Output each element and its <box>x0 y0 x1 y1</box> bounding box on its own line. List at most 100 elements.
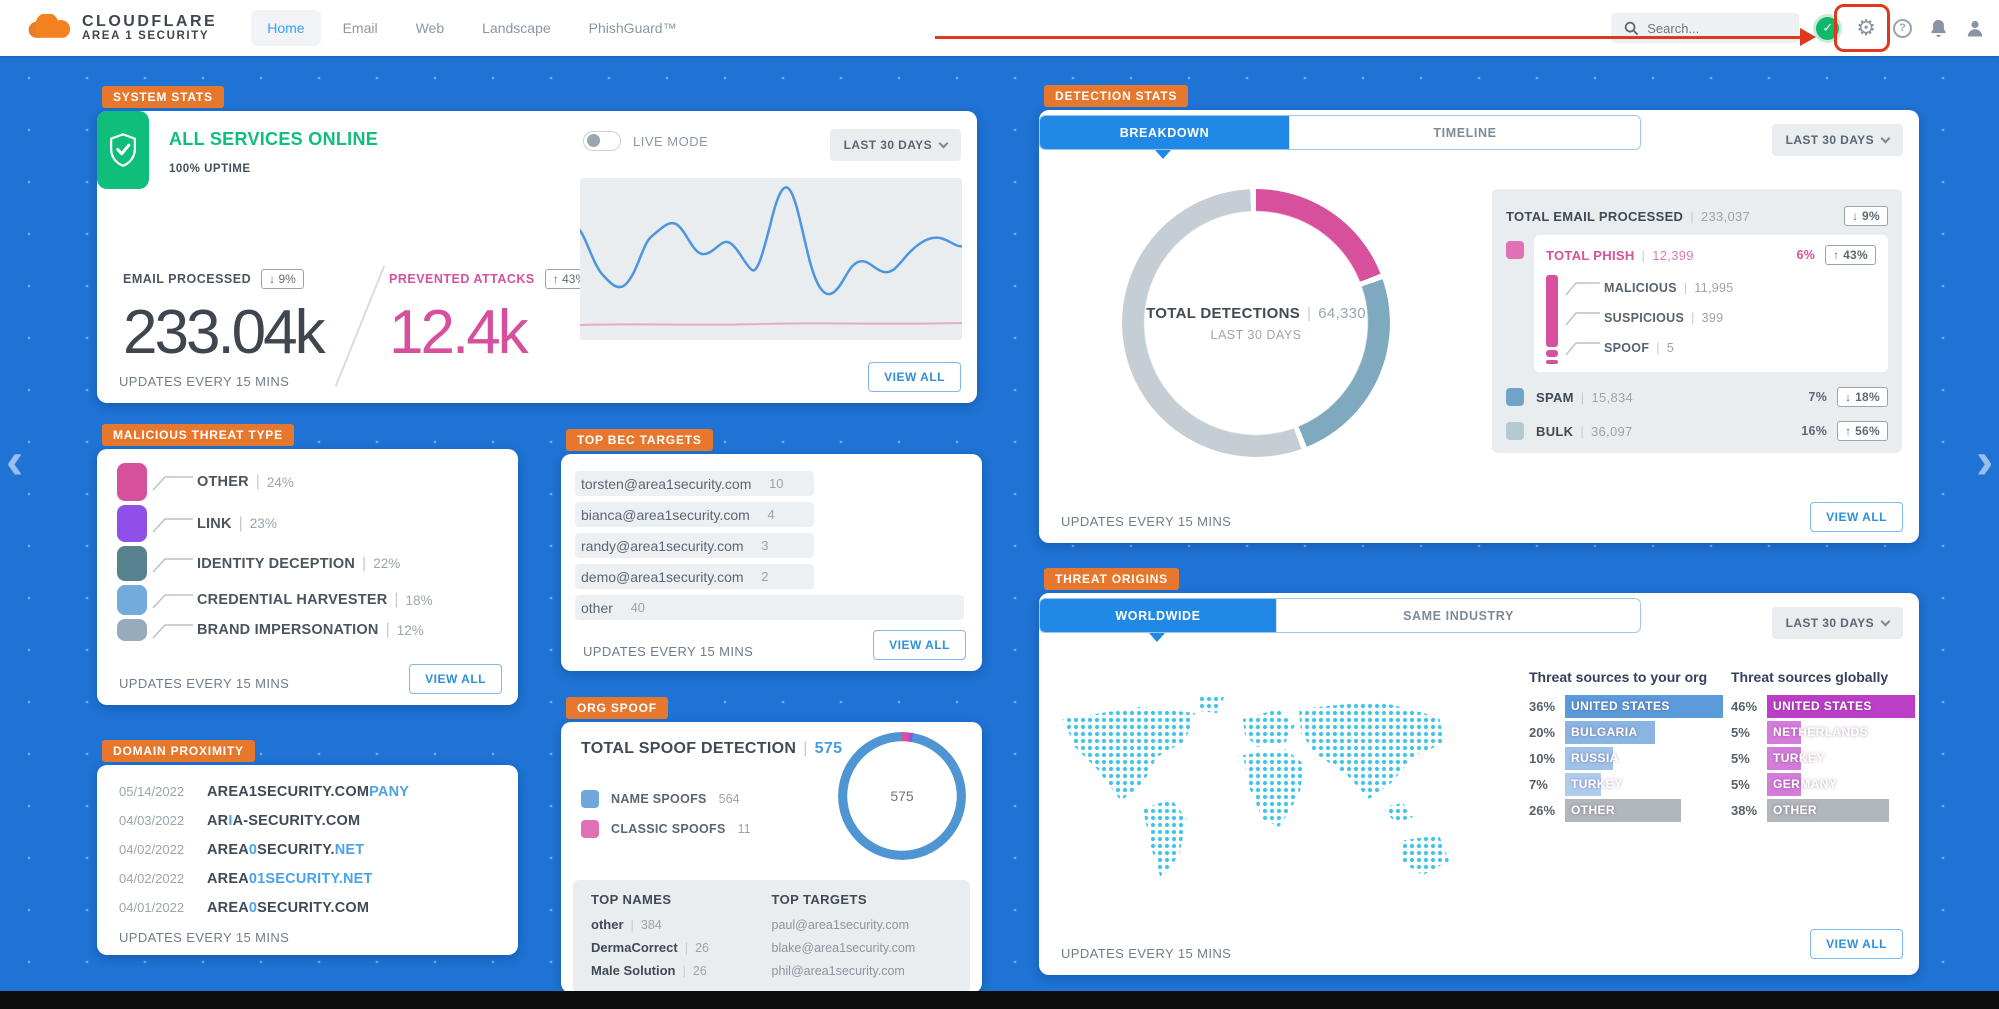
view-all-button[interactable]: VIEW ALL <box>1810 929 1903 959</box>
top-targets-column: TOP TARGETS paul@area1security.com blake… <box>772 892 953 981</box>
tab[interactable]: WORLDWIDE <box>1040 599 1276 632</box>
view-all-button[interactable]: VIEW ALL <box>1810 502 1903 532</box>
spoof-donut-center: 575 <box>890 788 914 804</box>
source-bar: RUSSIA <box>1565 746 1618 770</box>
threat-source-row: 26% OTHER <box>1529 797 1729 823</box>
bottom-black-bar <box>0 991 1999 1009</box>
category-percent: 7% <box>1808 390 1828 404</box>
date-range-dropdown[interactable]: LAST 30 DAYS <box>829 129 961 161</box>
brand-product: AREA 1 SECURITY <box>82 30 210 43</box>
settings-gear-icon[interactable]: ⚙ <box>1856 15 1876 40</box>
bec-target-row: randy@area1security.com 3 <box>575 530 966 561</box>
bec-target-row: demo@area1security.com 2 <box>575 561 966 592</box>
services-status: ALL SERVICES ONLINE <box>169 129 379 149</box>
donut-range-label: LAST 30 DAYS <box>1210 327 1302 342</box>
bec-target-row: torsten@area1security.com 10 <box>575 468 966 499</box>
segment-swatch <box>117 505 147 542</box>
threat-type-percent: 12% <box>396 622 424 638</box>
nav-item[interactable]: Landscape <box>482 20 551 36</box>
category-swatch <box>1506 388 1524 406</box>
metric-label: EMAIL PROCESSED <box>123 272 252 286</box>
live-mode-label: LIVE MODE <box>633 133 709 149</box>
top-navigation-bar: CLOUDFLARE AREA 1 SECURITY Home Email We… <box>0 0 1999 56</box>
phish-percent: 6% <box>1796 248 1816 262</box>
category-swatch <box>1506 422 1524 440</box>
legend-value: 564 <box>718 792 740 806</box>
source-percent: 10% <box>1529 750 1556 766</box>
chevron-left-icon[interactable] <box>6 435 23 487</box>
phish-child-row: SUSPICIOUS 399 <box>1560 303 1734 333</box>
metric-value: 233.04k <box>123 298 326 367</box>
threat-type-row: LINK 23% <box>117 505 433 542</box>
threat-source-row: 5% TURKEY <box>1731 745 1916 771</box>
domain-row: 04/02/2022 AREA01SECURITY.NET <box>119 864 502 893</box>
view-all-button[interactable]: VIEW ALL <box>873 630 966 660</box>
connector-line <box>1565 312 1600 326</box>
delta-badge: ↓ 9% <box>261 269 304 289</box>
nav-item[interactable]: Home <box>251 10 321 46</box>
detection-breakdown-panel: TOTAL EMAIL PROCESSED 233,037 ↓ 9% TOTAL… <box>1492 189 1902 453</box>
notifications-bell-icon[interactable] <box>1929 18 1948 38</box>
connector-line <box>152 557 193 573</box>
source-bar: UNITED STATES <box>1767 694 1915 718</box>
view-all-button[interactable]: VIEW ALL <box>409 664 502 694</box>
uptime-label: 100% UPTIME <box>169 163 251 175</box>
domain-date: 05/14/2022 <box>119 784 185 799</box>
domain-name: AREA1SECURITY.COMPANY <box>207 783 410 800</box>
help-icon[interactable] <box>1893 18 1912 38</box>
nav-item[interactable]: Email <box>342 20 378 36</box>
date-range-dropdown[interactable]: LAST 30 DAYS <box>1771 607 1903 639</box>
legend-row: CLASSIC SPOOFS 11 <box>581 814 751 844</box>
annotation-arrow-line <box>935 36 1803 39</box>
tab[interactable]: SAME INDUSTRY <box>1276 599 1640 632</box>
source-percent: 7% <box>1529 776 1548 792</box>
cloudflare-logo-icon <box>26 13 72 42</box>
date-range-dropdown[interactable]: LAST 30 DAYS <box>1771 124 1903 156</box>
updates-note: UPDATES EVERY 15 MINS <box>583 644 754 659</box>
detections-donut-center: TOTAL DETECTIONS 64,330 LAST 30 DAYS <box>1122 189 1390 457</box>
threat-sources-org-column: Threat sources to your org 36% UNITED ST… <box>1529 669 1729 823</box>
column-title: Threat sources to your org <box>1529 669 1708 685</box>
tab[interactable]: BREAKDOWN <box>1040 116 1289 149</box>
connector-line <box>152 624 193 639</box>
bec-target-list: torsten@area1security.com 10 bianca@area… <box>575 468 966 623</box>
connector-line <box>152 476 193 491</box>
threat-source-row: 20% BULGARIA <box>1529 719 1729 745</box>
column-title: Threat sources globally <box>1731 669 1889 685</box>
bec-target-email: bianca@area1security.com <box>581 506 750 523</box>
cloudflare-brand[interactable]: CLOUDFLARE AREA 1 SECURITY <box>26 13 217 43</box>
live-mode-toggle[interactable]: LIVE MODE <box>583 131 708 151</box>
nav-item[interactable]: PhishGuard™ <box>588 20 677 36</box>
source-bar: TURKEY <box>1565 772 1622 796</box>
threat-source-row: 36% UNITED STATES <box>1529 693 1729 719</box>
bec-target-email: demo@area1security.com <box>581 568 744 585</box>
toggle-switch[interactable] <box>583 131 621 151</box>
chevron-right-icon[interactable] <box>1976 435 1993 487</box>
view-all-button[interactable]: VIEW ALL <box>868 362 961 392</box>
total-phish-panel: TOTAL PHISH 12,399 6% ↑ 43% <box>1534 235 1888 372</box>
chevron-down-icon <box>1880 133 1891 144</box>
malicious-threat-type-card: MALICIOUS THREAT TYPE OTHER 24% <box>97 424 518 705</box>
domain-name: AREA0SECURITY.COM <box>207 899 370 916</box>
search-input[interactable] <box>1647 20 1788 36</box>
status-check-badge-icon[interactable]: ✓ <box>1816 16 1840 40</box>
threat-type-label: BRAND IMPERSONATION <box>197 622 379 638</box>
source-bar: TURKEY <box>1767 746 1824 770</box>
delta-badge: ↓ 18% <box>1837 387 1888 407</box>
user-account-icon[interactable] <box>1965 18 1985 38</box>
card-tag: MALICIOUS THREAT TYPE <box>102 424 294 446</box>
updates-note: UPDATES EVERY 15 MINS <box>119 374 290 389</box>
connector-line <box>152 594 193 609</box>
updates-note: UPDATES EVERY 15 MINS <box>119 930 290 945</box>
spoof-total-title: TOTAL SPOOF DETECTION575 <box>581 740 842 758</box>
source-percent: 5% <box>1731 724 1750 740</box>
source-percent: 36% <box>1529 698 1556 714</box>
tab[interactable]: TIMELINE <box>1289 116 1640 149</box>
threat-type-row: CREDENTIAL HARVESTER 18% <box>117 585 433 615</box>
card-tag: DETECTION STATS <box>1044 85 1189 107</box>
top-names-title: TOP NAMES <box>591 892 672 907</box>
delta-badge: ↑ 56% <box>1837 421 1888 441</box>
nav-item[interactable]: Web <box>415 20 445 36</box>
bec-target-row: bianca@area1security.com 4 <box>575 499 966 530</box>
domain-date: 04/01/2022 <box>119 900 185 915</box>
